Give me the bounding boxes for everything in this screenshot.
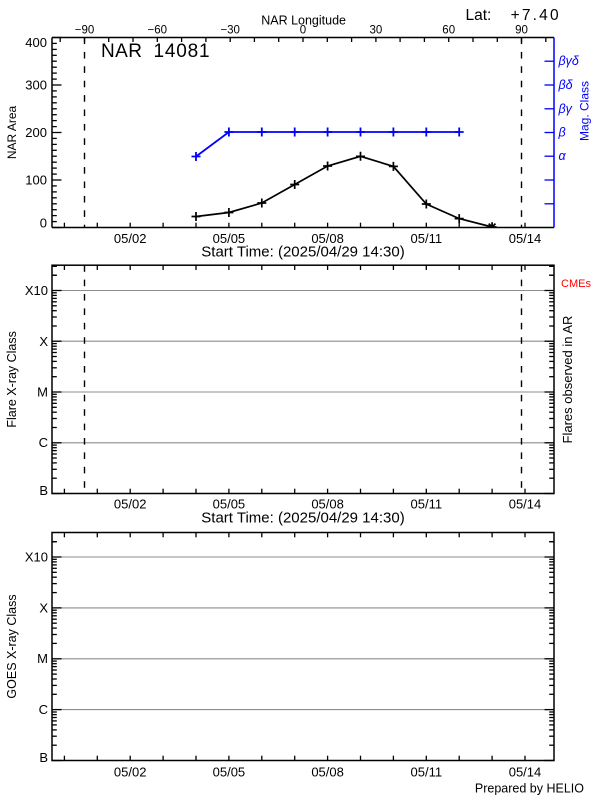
svg-text:C: C bbox=[39, 702, 48, 717]
svg-text:X: X bbox=[39, 600, 48, 615]
svg-text:60: 60 bbox=[442, 25, 455, 37]
svg-text:β: β bbox=[558, 126, 566, 140]
svg-text:30: 30 bbox=[370, 25, 383, 37]
svg-text:βδ: βδ bbox=[558, 78, 574, 92]
svg-text:−90: −90 bbox=[75, 25, 95, 37]
svg-text:+7.40: +7.40 bbox=[511, 7, 561, 24]
svg-text:NAR Longitude: NAR Longitude bbox=[261, 14, 346, 28]
svg-text:B: B bbox=[39, 483, 48, 498]
svg-text:βγ: βγ bbox=[558, 102, 573, 116]
svg-text:05/08: 05/08 bbox=[311, 231, 344, 246]
svg-text:05/02: 05/02 bbox=[114, 231, 147, 246]
svg-text:Prepared by HELIO: Prepared by HELIO bbox=[475, 782, 584, 796]
svg-text:CMEs: CMEs bbox=[561, 278, 591, 290]
svg-text:0: 0 bbox=[300, 25, 306, 37]
svg-text:05/05: 05/05 bbox=[213, 231, 246, 246]
svg-text:05/02: 05/02 bbox=[114, 497, 147, 512]
svg-text:M: M bbox=[37, 385, 48, 400]
svg-text:Lat:: Lat: bbox=[466, 7, 492, 24]
svg-text:Start Time: (2025/04/29 14:30): Start Time: (2025/04/29 14:30) bbox=[201, 244, 404, 261]
svg-text:05/05: 05/05 bbox=[213, 497, 246, 512]
svg-text:0: 0 bbox=[40, 216, 47, 231]
svg-text:400: 400 bbox=[25, 35, 47, 50]
svg-text:NAR Area: NAR Area bbox=[5, 105, 19, 159]
svg-text:GOES X-ray Class: GOES X-ray Class bbox=[5, 594, 19, 698]
svg-text:C: C bbox=[39, 435, 48, 450]
svg-text:X10: X10 bbox=[25, 283, 48, 298]
svg-text:X: X bbox=[39, 334, 48, 349]
svg-text:05/14: 05/14 bbox=[509, 231, 542, 246]
svg-text:05/02: 05/02 bbox=[114, 765, 147, 780]
svg-text:B: B bbox=[39, 750, 48, 765]
svg-text:Flares observed in AR: Flares observed in AR bbox=[560, 316, 575, 444]
svg-text:05/08: 05/08 bbox=[311, 765, 344, 780]
svg-text:14081: 14081 bbox=[154, 41, 211, 62]
svg-text:05/11: 05/11 bbox=[411, 497, 443, 512]
svg-text:NAR: NAR bbox=[101, 41, 142, 62]
svg-text:Mag. Class: Mag. Class bbox=[578, 81, 592, 141]
svg-text:05/11: 05/11 bbox=[411, 231, 443, 246]
svg-text:90: 90 bbox=[515, 25, 528, 37]
svg-text:−60: −60 bbox=[148, 25, 168, 37]
svg-text:05/14: 05/14 bbox=[509, 497, 542, 512]
svg-text:05/08: 05/08 bbox=[311, 497, 344, 512]
svg-text:200: 200 bbox=[25, 125, 47, 140]
svg-text:05/14: 05/14 bbox=[509, 765, 542, 780]
svg-text:05/11: 05/11 bbox=[411, 765, 443, 780]
svg-text:X10: X10 bbox=[25, 550, 48, 565]
svg-text:Start Time: (2025/04/29 14:30): Start Time: (2025/04/29 14:30) bbox=[201, 510, 404, 527]
svg-text:300: 300 bbox=[25, 78, 47, 93]
svg-text:M: M bbox=[37, 651, 48, 666]
svg-text:100: 100 bbox=[25, 173, 47, 188]
svg-text:−30: −30 bbox=[220, 25, 240, 37]
svg-text:α: α bbox=[559, 149, 567, 163]
svg-text:Flare X-ray Class: Flare X-ray Class bbox=[5, 331, 19, 428]
svg-text:βγδ: βγδ bbox=[558, 54, 580, 68]
svg-text:05/05: 05/05 bbox=[213, 765, 246, 780]
